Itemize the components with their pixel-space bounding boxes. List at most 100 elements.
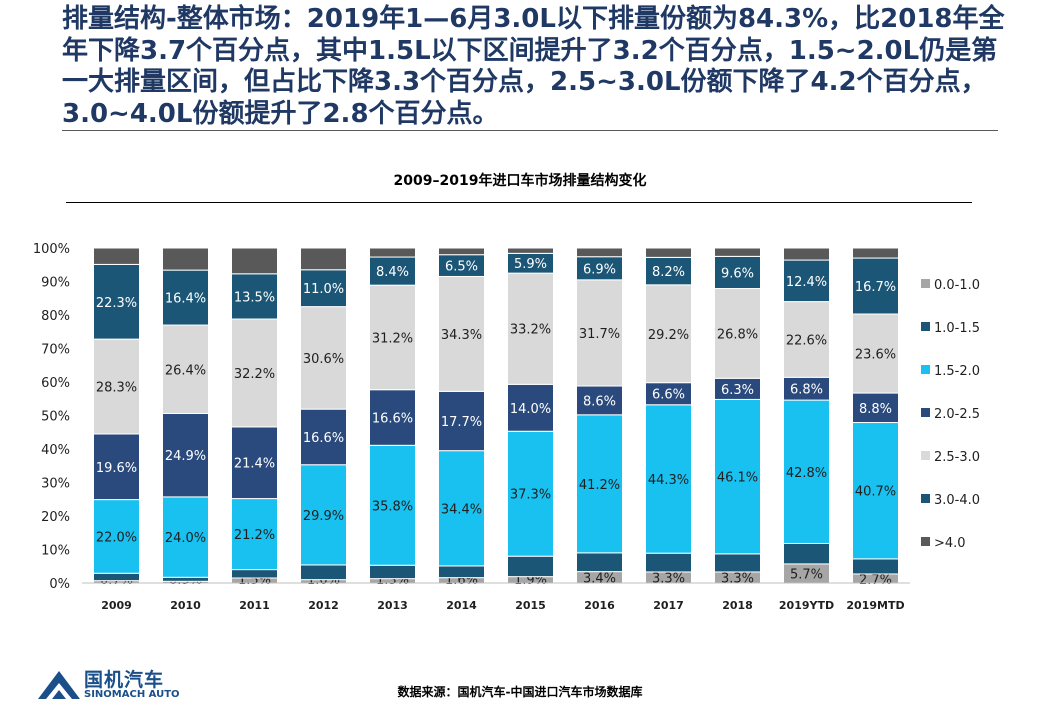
bar-segment xyxy=(93,433,140,501)
bar-segment xyxy=(369,256,416,286)
bar-segment xyxy=(93,572,140,582)
data-label: 40.7% xyxy=(855,485,896,500)
sinomach-logo-icon xyxy=(38,671,80,699)
data-label: 12.4% xyxy=(786,275,827,290)
y-tick-label: 0% xyxy=(49,577,70,592)
data-label: 22.0% xyxy=(96,530,137,545)
bar-segment xyxy=(438,450,485,567)
bar-segment xyxy=(369,444,416,566)
y-tick-label: 80% xyxy=(41,309,70,324)
legend-label: 1.5-2.0 xyxy=(934,364,980,379)
data-label: 31.2% xyxy=(372,331,413,346)
data-label: 19.6% xyxy=(96,461,137,476)
bar-segment xyxy=(231,426,278,500)
data-label: 17.7% xyxy=(441,415,482,430)
bar-segment xyxy=(369,389,416,446)
data-label: 24.0% xyxy=(165,531,206,546)
bar-segment xyxy=(507,430,554,557)
y-tick-label: 20% xyxy=(41,510,70,525)
bar-segment xyxy=(231,569,278,579)
bar-segment xyxy=(714,255,761,290)
sinomach-logo: 国机汽车 SINOMACH AUTO xyxy=(38,667,198,707)
bar-segment xyxy=(507,555,554,578)
bar-segment xyxy=(645,284,692,384)
x-tick-label: 2013 xyxy=(377,599,408,612)
data-label: 29.9% xyxy=(303,509,344,524)
data-label: 23.6% xyxy=(855,348,896,363)
data-label: 16.7% xyxy=(855,280,896,295)
data-label: 41.2% xyxy=(579,478,620,493)
data-label: 22.3% xyxy=(96,296,137,311)
x-tick-label: 2009 xyxy=(101,599,132,612)
logo-name-cn: 国机汽车 xyxy=(84,669,165,691)
x-tick-label: 2019MTD xyxy=(846,599,904,612)
bar-segment xyxy=(231,498,278,571)
bar-segment xyxy=(300,306,347,410)
bar-segment xyxy=(162,412,209,498)
data-label: 34.4% xyxy=(441,502,482,517)
data-label: 6.9% xyxy=(583,262,616,277)
bar-segment xyxy=(852,422,899,560)
data-label: 6.3% xyxy=(721,383,754,398)
legend-label: >4.0 xyxy=(934,536,966,551)
x-tick-label: 2012 xyxy=(308,599,339,612)
data-label: 3.3% xyxy=(721,571,754,586)
legend-swatch xyxy=(921,279,930,288)
bar-segment xyxy=(576,414,623,554)
y-tick-label: 10% xyxy=(41,544,70,559)
bar-segment xyxy=(783,259,830,303)
y-tick-label: 60% xyxy=(41,376,70,391)
bar-segment xyxy=(714,398,761,555)
bar-segment xyxy=(369,284,416,391)
data-label: 44.3% xyxy=(648,473,689,488)
legend-swatch xyxy=(921,408,930,417)
legend-label: 2.5-3.0 xyxy=(934,450,980,465)
data-label: 29.2% xyxy=(648,328,689,343)
legend-label: 3.0-4.0 xyxy=(934,493,980,508)
data-label: 21.4% xyxy=(234,457,275,472)
bar-segment xyxy=(852,558,899,575)
legend-label: 2.0-2.5 xyxy=(934,407,980,422)
y-tick-label: 50% xyxy=(41,410,70,425)
bar-segment xyxy=(783,399,830,544)
bar-segment xyxy=(783,247,830,261)
data-label: 14.0% xyxy=(510,402,551,417)
bar-segment xyxy=(162,576,209,582)
bar-segment xyxy=(438,565,485,579)
bar-segment xyxy=(576,552,623,573)
data-label: 5.7% xyxy=(790,567,823,582)
y-tick-label: 30% xyxy=(41,477,70,492)
bar-segment xyxy=(93,247,140,265)
data-label: 26.4% xyxy=(165,363,206,378)
data-label: 13.5% xyxy=(234,290,275,305)
bar-segment xyxy=(645,552,692,573)
bar-segment xyxy=(852,313,899,394)
bar-segment xyxy=(714,553,761,573)
bar-segment xyxy=(576,279,623,387)
bar-segment xyxy=(645,247,692,258)
data-label: 3.4% xyxy=(583,571,616,586)
bar-segment xyxy=(231,247,278,275)
data-label: 37.3% xyxy=(510,488,551,503)
data-label: 46.1% xyxy=(717,471,758,486)
data-label: 8.4% xyxy=(376,265,409,280)
data-label: 28.3% xyxy=(96,381,137,396)
y-tick-label: 40% xyxy=(41,443,70,458)
bar-segment xyxy=(645,256,692,286)
data-label: 8.6% xyxy=(583,394,616,409)
legend-label: 0.0-1.0 xyxy=(934,278,980,293)
data-label: 8.2% xyxy=(652,265,685,280)
headline-divider xyxy=(62,130,998,131)
bar-segment xyxy=(231,318,278,428)
bar-segment xyxy=(507,247,554,254)
data-label: 9.6% xyxy=(721,266,754,281)
data-label: 6.8% xyxy=(790,383,823,398)
data-label: 33.2% xyxy=(510,323,551,338)
bar-segment xyxy=(438,275,485,392)
legend-swatch xyxy=(921,451,930,460)
data-label: 3.3% xyxy=(652,571,685,586)
data-label: 16.6% xyxy=(303,431,344,446)
legend-swatch xyxy=(921,494,930,503)
bar-segment xyxy=(645,404,692,554)
